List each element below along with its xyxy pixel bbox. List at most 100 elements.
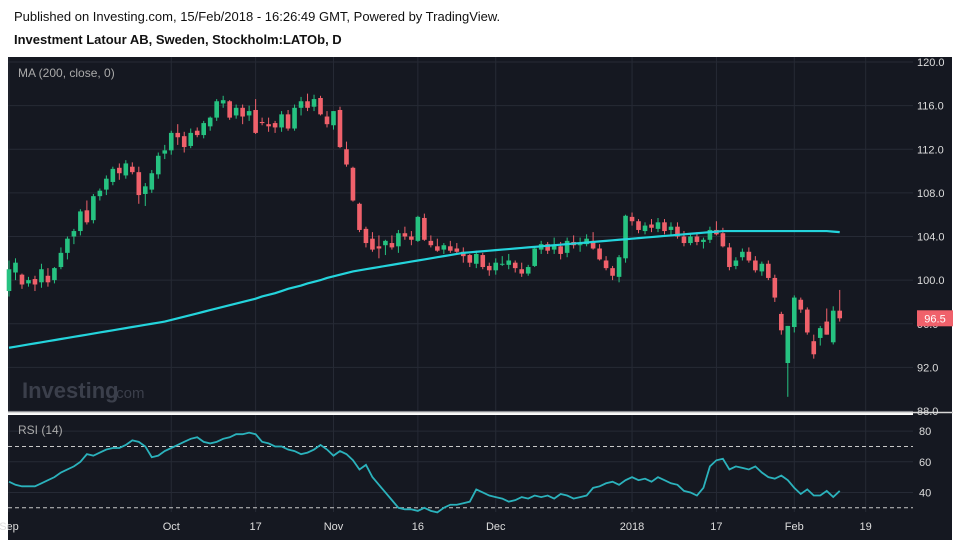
candle-body xyxy=(370,238,375,250)
candle-body xyxy=(337,109,343,148)
rsi-tick-label: 60 xyxy=(919,457,931,469)
candle-body xyxy=(616,257,622,277)
time-tick-label: Feb xyxy=(785,521,804,533)
ma-200-line xyxy=(8,229,840,349)
candle-body xyxy=(253,109,258,133)
candle-body xyxy=(246,111,252,116)
candle-body xyxy=(71,231,77,237)
candle-body xyxy=(811,341,817,355)
candle-body xyxy=(65,238,70,253)
candle-body xyxy=(13,262,18,273)
candle-body xyxy=(753,260,758,271)
candle-body xyxy=(720,233,726,247)
price-tick-label: 88.0 xyxy=(917,406,938,418)
published-caption: Published on Investing.com, 15/Feb/2018 … xyxy=(14,9,501,24)
candle-body xyxy=(791,297,797,328)
candle-body xyxy=(363,228,369,244)
time-tick-label: 2018 xyxy=(620,521,644,533)
candle-body xyxy=(409,236,414,240)
candle-body xyxy=(78,211,83,232)
candle-body xyxy=(675,226,680,237)
candle-body xyxy=(396,233,401,247)
candle-body xyxy=(499,263,505,265)
candle-body xyxy=(642,225,648,232)
candle-body xyxy=(772,277,778,298)
candle-body xyxy=(188,132,194,146)
candle-body xyxy=(467,255,473,263)
candle-body xyxy=(558,246,563,254)
rsi-line xyxy=(8,431,841,514)
candle-body xyxy=(422,217,427,240)
candle-body xyxy=(272,123,278,128)
time-axis-background xyxy=(8,512,913,540)
price-tick-label: 112.0 xyxy=(917,144,944,156)
candle-body xyxy=(473,253,479,264)
candle-body xyxy=(52,268,57,281)
candle-body xyxy=(525,267,531,274)
candle-body xyxy=(740,251,745,258)
candle-body xyxy=(233,107,239,116)
candle-body xyxy=(804,309,810,333)
candle-body xyxy=(668,226,674,230)
ma-indicator-label: MA (200, close, 0) xyxy=(18,66,115,80)
candle-body xyxy=(383,240,388,246)
candle-body xyxy=(603,260,609,269)
candle-body xyxy=(817,328,823,338)
candle-body xyxy=(220,100,226,104)
candle-body xyxy=(759,263,765,272)
candle-body xyxy=(175,132,181,138)
candle-body xyxy=(493,262,499,271)
price-tick-label: 100.0 xyxy=(917,275,945,287)
candle-body xyxy=(240,107,245,117)
candle-body xyxy=(331,111,336,126)
candle-body xyxy=(357,203,362,230)
candle-body xyxy=(655,222,661,229)
candle-body xyxy=(733,260,739,266)
candle-body xyxy=(298,101,304,108)
candle-body xyxy=(214,101,219,118)
price-panel-background xyxy=(8,57,913,411)
candle-body xyxy=(32,279,38,285)
rsi-panel-background xyxy=(8,415,913,512)
candle-body xyxy=(623,215,628,259)
candle-body xyxy=(376,246,382,249)
candle-body xyxy=(662,222,667,232)
candle-body xyxy=(285,114,291,129)
candle-body xyxy=(629,216,635,222)
candle-body xyxy=(402,233,408,237)
candle-body xyxy=(91,196,96,221)
candle-body xyxy=(130,166,135,173)
candle-body xyxy=(480,255,486,268)
candle-body xyxy=(104,178,109,190)
rsi-indicator-label: RSI (14) xyxy=(18,423,63,437)
candle-body xyxy=(207,117,213,127)
candle-body xyxy=(454,248,460,252)
price-axis-background xyxy=(913,57,952,540)
time-tick-label: Sep xyxy=(0,521,19,533)
candle-body xyxy=(136,172,142,196)
candle-body xyxy=(448,246,453,251)
time-tick-label: 17 xyxy=(710,521,722,533)
candle-body xyxy=(415,216,421,241)
time-tick-label: 17 xyxy=(249,521,261,533)
candle-body xyxy=(636,221,641,230)
candle-body xyxy=(350,167,356,201)
candle-body xyxy=(181,136,187,148)
candle-body xyxy=(292,107,297,129)
time-tick-label: 16 xyxy=(412,521,424,533)
candle-body xyxy=(162,150,168,154)
candle-body xyxy=(324,116,330,125)
candle-body xyxy=(785,325,791,364)
candle-body xyxy=(344,149,349,165)
price-tick-label: 120.0 xyxy=(917,57,945,69)
candle-body xyxy=(441,245,447,250)
candle-body xyxy=(746,251,752,261)
candle-body xyxy=(506,260,512,265)
investing-logo: Investing xyxy=(22,378,119,403)
candle-body xyxy=(305,101,310,108)
instrument-title: Investment Latour AB, Sweden, Stockholm:… xyxy=(14,32,342,47)
time-tick-label: Nov xyxy=(324,521,344,533)
time-tick-label: Dec xyxy=(486,521,506,533)
candle-body xyxy=(837,310,843,319)
candle-body xyxy=(519,269,525,274)
